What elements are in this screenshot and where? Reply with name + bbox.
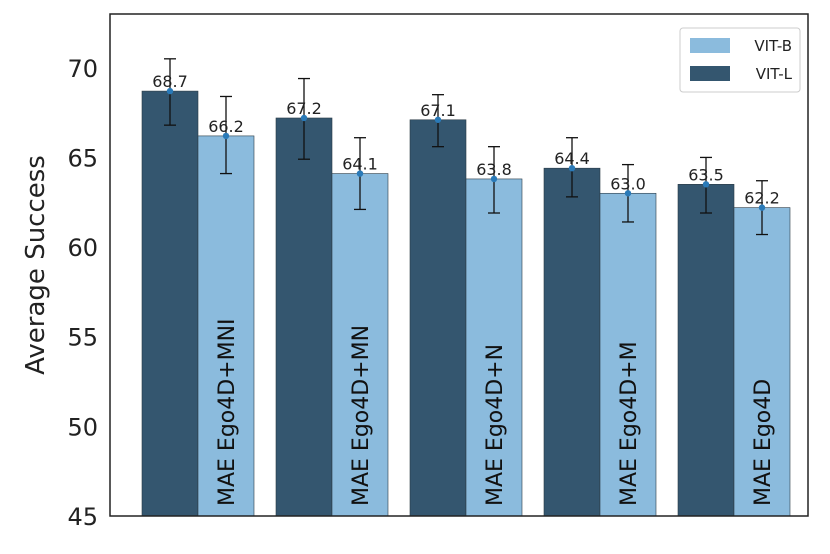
- legend-label: VIT-L: [756, 65, 793, 83]
- bar-vit-b: [197, 135, 255, 517]
- bar-vit-l: [677, 184, 735, 517]
- y-tick-label: 50: [67, 413, 98, 441]
- y-tick-label: 70: [67, 55, 98, 83]
- y-tick-label: 60: [67, 234, 98, 262]
- legend: VIT-B VIT-L: [679, 27, 801, 93]
- value-label: 66.2: [208, 117, 244, 136]
- mean-point: [490, 175, 498, 183]
- bar-vit-l: [275, 117, 333, 517]
- mean-point: [222, 132, 230, 140]
- mean-point: [300, 114, 308, 122]
- mean-point: [434, 116, 442, 123]
- labels-layer: 68.7 66.2 MAE Ego4D+MNI 67.2 64.1 MAE Ego4D+M…: [152, 58, 780, 506]
- category-label: MAE Ego4D: [751, 379, 776, 506]
- mean-point: [702, 181, 710, 188]
- value-label: 63.0: [610, 174, 646, 193]
- value-label: 67.1: [420, 101, 456, 120]
- bar-vit-b: [733, 207, 791, 517]
- bar-vit-b: [599, 192, 657, 517]
- y-tick-label: 65: [67, 144, 98, 172]
- value-label: 64.1: [342, 155, 378, 174]
- category-label: MAE Ego4D+MN: [349, 325, 374, 506]
- mean-point: [758, 204, 766, 211]
- value-label: 63.8: [476, 160, 512, 179]
- plot-frame: [109, 13, 809, 517]
- value-label: 63.5: [688, 165, 724, 184]
- value-label: 67.2: [286, 99, 322, 118]
- category-label: MAE Ego4D+N: [483, 344, 508, 506]
- bars-layer: [141, 90, 791, 517]
- legend-swatch: [690, 38, 730, 53]
- bar-vit-b: [331, 173, 389, 517]
- legend-label: VIT-B: [754, 37, 792, 55]
- category-label: MAE Ego4D+MNI: [215, 318, 240, 506]
- bar-vit-l: [543, 167, 601, 517]
- y-tick-label: 55: [67, 324, 98, 352]
- legend-swatch: [690, 66, 730, 81]
- category-label: MAE Ego4D+M: [617, 341, 642, 506]
- value-label: 64.4: [554, 149, 590, 168]
- mean-point: [166, 87, 174, 95]
- mean-point: [624, 190, 632, 197]
- mean-point: [568, 164, 576, 172]
- bar-vit-l: [409, 119, 467, 517]
- value-label: 62.2: [744, 189, 780, 208]
- bar-vit-l: [141, 90, 199, 517]
- y-axis-title: Average Success: [21, 155, 51, 375]
- y-axis: 45 50 55 60 65 70: [67, 55, 98, 531]
- mean-point: [356, 170, 364, 177]
- bar-vit-b: [465, 178, 523, 517]
- y-tick-label: 45: [67, 503, 98, 531]
- value-label: 68.7: [152, 72, 188, 91]
